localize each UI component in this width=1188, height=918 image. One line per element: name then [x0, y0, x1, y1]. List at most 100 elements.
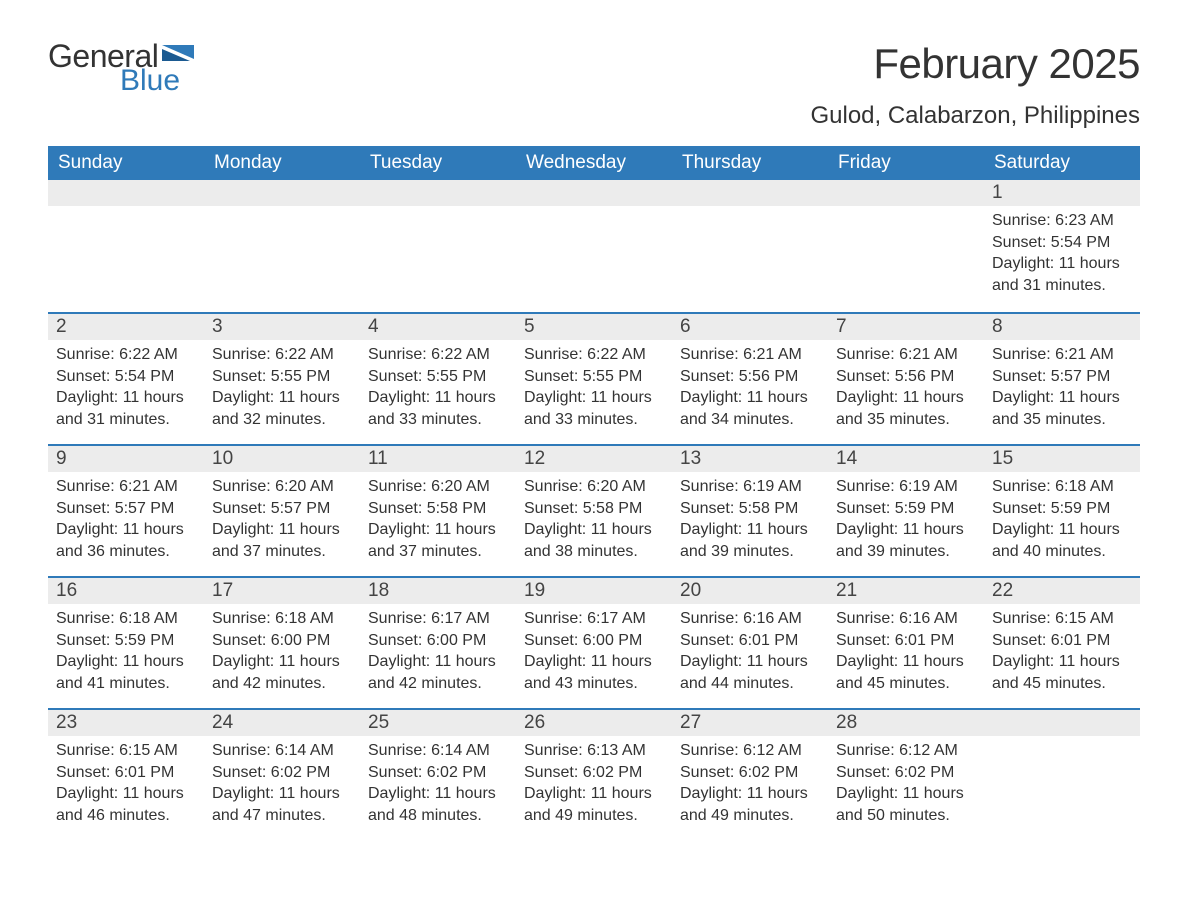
weekday-thursday: Thursday [672, 146, 828, 180]
daylight-text: Daylight: 11 hours and 44 minutes. [680, 651, 820, 694]
day-body: Sunrise: 6:18 AMSunset: 5:59 PMDaylight:… [984, 472, 1140, 570]
sunset-text: Sunset: 5:56 PM [680, 366, 820, 388]
calendar-cell [360, 180, 516, 312]
page-title: February 2025 [810, 40, 1140, 88]
weekday-wednesday: Wednesday [516, 146, 672, 180]
sunrise-text: Sunrise: 6:17 AM [368, 608, 508, 630]
daylight-text: Daylight: 11 hours and 40 minutes. [992, 519, 1132, 562]
day-number: 13 [672, 444, 828, 472]
day-body: Sunrise: 6:21 AMSunset: 5:56 PMDaylight:… [672, 340, 828, 438]
sunset-text: Sunset: 5:58 PM [680, 498, 820, 520]
day-body: Sunrise: 6:21 AMSunset: 5:56 PMDaylight:… [828, 340, 984, 438]
day-number: 14 [828, 444, 984, 472]
sunrise-text: Sunrise: 6:21 AM [680, 344, 820, 366]
day-number: 15 [984, 444, 1140, 472]
day-number [672, 180, 828, 206]
sunset-text: Sunset: 5:55 PM [368, 366, 508, 388]
daylight-text: Daylight: 11 hours and 38 minutes. [524, 519, 664, 562]
day-body: Sunrise: 6:14 AMSunset: 6:02 PMDaylight:… [360, 736, 516, 834]
day-number: 25 [360, 708, 516, 736]
calendar-cell: 5Sunrise: 6:22 AMSunset: 5:55 PMDaylight… [516, 312, 672, 444]
calendar-cell: 18Sunrise: 6:17 AMSunset: 6:00 PMDayligh… [360, 576, 516, 708]
daylight-text: Daylight: 11 hours and 34 minutes. [680, 387, 820, 430]
day-number: 9 [48, 444, 204, 472]
sunrise-text: Sunrise: 6:16 AM [836, 608, 976, 630]
day-number: 26 [516, 708, 672, 736]
calendar-cell [828, 180, 984, 312]
calendar-cell: 7Sunrise: 6:21 AMSunset: 5:56 PMDaylight… [828, 312, 984, 444]
sunset-text: Sunset: 5:57 PM [56, 498, 196, 520]
sunrise-text: Sunrise: 6:20 AM [368, 476, 508, 498]
sunset-text: Sunset: 6:00 PM [524, 630, 664, 652]
day-body: Sunrise: 6:22 AMSunset: 5:54 PMDaylight:… [48, 340, 204, 438]
day-body: Sunrise: 6:13 AMSunset: 6:02 PMDaylight:… [516, 736, 672, 834]
daylight-text: Daylight: 11 hours and 42 minutes. [368, 651, 508, 694]
day-body: Sunrise: 6:19 AMSunset: 5:58 PMDaylight:… [672, 472, 828, 570]
calendar-cell: 9Sunrise: 6:21 AMSunset: 5:57 PMDaylight… [48, 444, 204, 576]
daylight-text: Daylight: 11 hours and 45 minutes. [992, 651, 1132, 694]
day-body: Sunrise: 6:22 AMSunset: 5:55 PMDaylight:… [516, 340, 672, 438]
day-number: 19 [516, 576, 672, 604]
sunset-text: Sunset: 6:02 PM [836, 762, 976, 784]
daylight-text: Daylight: 11 hours and 33 minutes. [368, 387, 508, 430]
sunset-text: Sunset: 6:00 PM [212, 630, 352, 652]
day-body [48, 206, 204, 218]
daylight-text: Daylight: 11 hours and 39 minutes. [836, 519, 976, 562]
daylight-text: Daylight: 11 hours and 35 minutes. [992, 387, 1132, 430]
daylight-text: Daylight: 11 hours and 49 minutes. [524, 783, 664, 826]
day-number: 23 [48, 708, 204, 736]
sunset-text: Sunset: 5:54 PM [56, 366, 196, 388]
day-body: Sunrise: 6:12 AMSunset: 6:02 PMDaylight:… [828, 736, 984, 834]
day-number: 28 [828, 708, 984, 736]
daylight-text: Daylight: 11 hours and 50 minutes. [836, 783, 976, 826]
day-number: 27 [672, 708, 828, 736]
sunrise-text: Sunrise: 6:18 AM [992, 476, 1132, 498]
sunset-text: Sunset: 6:01 PM [992, 630, 1132, 652]
day-number: 4 [360, 312, 516, 340]
sunrise-text: Sunrise: 6:18 AM [212, 608, 352, 630]
day-number: 20 [672, 576, 828, 604]
sunrise-text: Sunrise: 6:22 AM [56, 344, 196, 366]
daylight-text: Daylight: 11 hours and 35 minutes. [836, 387, 976, 430]
calendar-week-row: 23Sunrise: 6:15 AMSunset: 6:01 PMDayligh… [48, 708, 1140, 840]
sunset-text: Sunset: 5:56 PM [836, 366, 976, 388]
day-body: Sunrise: 6:15 AMSunset: 6:01 PMDaylight:… [984, 604, 1140, 702]
sunrise-text: Sunrise: 6:19 AM [836, 476, 976, 498]
calendar-cell: 16Sunrise: 6:18 AMSunset: 5:59 PMDayligh… [48, 576, 204, 708]
daylight-text: Daylight: 11 hours and 33 minutes. [524, 387, 664, 430]
day-body: Sunrise: 6:20 AMSunset: 5:58 PMDaylight:… [360, 472, 516, 570]
calendar-cell [672, 180, 828, 312]
day-number: 3 [204, 312, 360, 340]
calendar-cell: 26Sunrise: 6:13 AMSunset: 6:02 PMDayligh… [516, 708, 672, 840]
day-body: Sunrise: 6:23 AMSunset: 5:54 PMDaylight:… [984, 206, 1140, 304]
day-number: 11 [360, 444, 516, 472]
sunrise-text: Sunrise: 6:21 AM [56, 476, 196, 498]
day-body [984, 736, 1140, 748]
sunset-text: Sunset: 5:57 PM [212, 498, 352, 520]
sunset-text: Sunset: 6:02 PM [524, 762, 664, 784]
daylight-text: Daylight: 11 hours and 32 minutes. [212, 387, 352, 430]
calendar-cell: 21Sunrise: 6:16 AMSunset: 6:01 PMDayligh… [828, 576, 984, 708]
day-number: 8 [984, 312, 1140, 340]
sunset-text: Sunset: 5:59 PM [56, 630, 196, 652]
day-body: Sunrise: 6:16 AMSunset: 6:01 PMDaylight:… [672, 604, 828, 702]
daylight-text: Daylight: 11 hours and 39 minutes. [680, 519, 820, 562]
day-body: Sunrise: 6:17 AMSunset: 6:00 PMDaylight:… [360, 604, 516, 702]
sunset-text: Sunset: 6:02 PM [368, 762, 508, 784]
day-number: 7 [828, 312, 984, 340]
calendar-cell: 24Sunrise: 6:14 AMSunset: 6:02 PMDayligh… [204, 708, 360, 840]
sunrise-text: Sunrise: 6:22 AM [368, 344, 508, 366]
day-body [516, 206, 672, 218]
day-number: 2 [48, 312, 204, 340]
calendar-cell: 2Sunrise: 6:22 AMSunset: 5:54 PMDaylight… [48, 312, 204, 444]
calendar-cell: 3Sunrise: 6:22 AMSunset: 5:55 PMDaylight… [204, 312, 360, 444]
calendar-cell: 25Sunrise: 6:14 AMSunset: 6:02 PMDayligh… [360, 708, 516, 840]
calendar-cell: 22Sunrise: 6:15 AMSunset: 6:01 PMDayligh… [984, 576, 1140, 708]
calendar-cell: 10Sunrise: 6:20 AMSunset: 5:57 PMDayligh… [204, 444, 360, 576]
calendar-table: Sunday Monday Tuesday Wednesday Thursday… [48, 146, 1140, 840]
calendar-cell: 8Sunrise: 6:21 AMSunset: 5:57 PMDaylight… [984, 312, 1140, 444]
day-body: Sunrise: 6:15 AMSunset: 6:01 PMDaylight:… [48, 736, 204, 834]
sunset-text: Sunset: 5:57 PM [992, 366, 1132, 388]
daylight-text: Daylight: 11 hours and 37 minutes. [212, 519, 352, 562]
day-number [48, 180, 204, 206]
